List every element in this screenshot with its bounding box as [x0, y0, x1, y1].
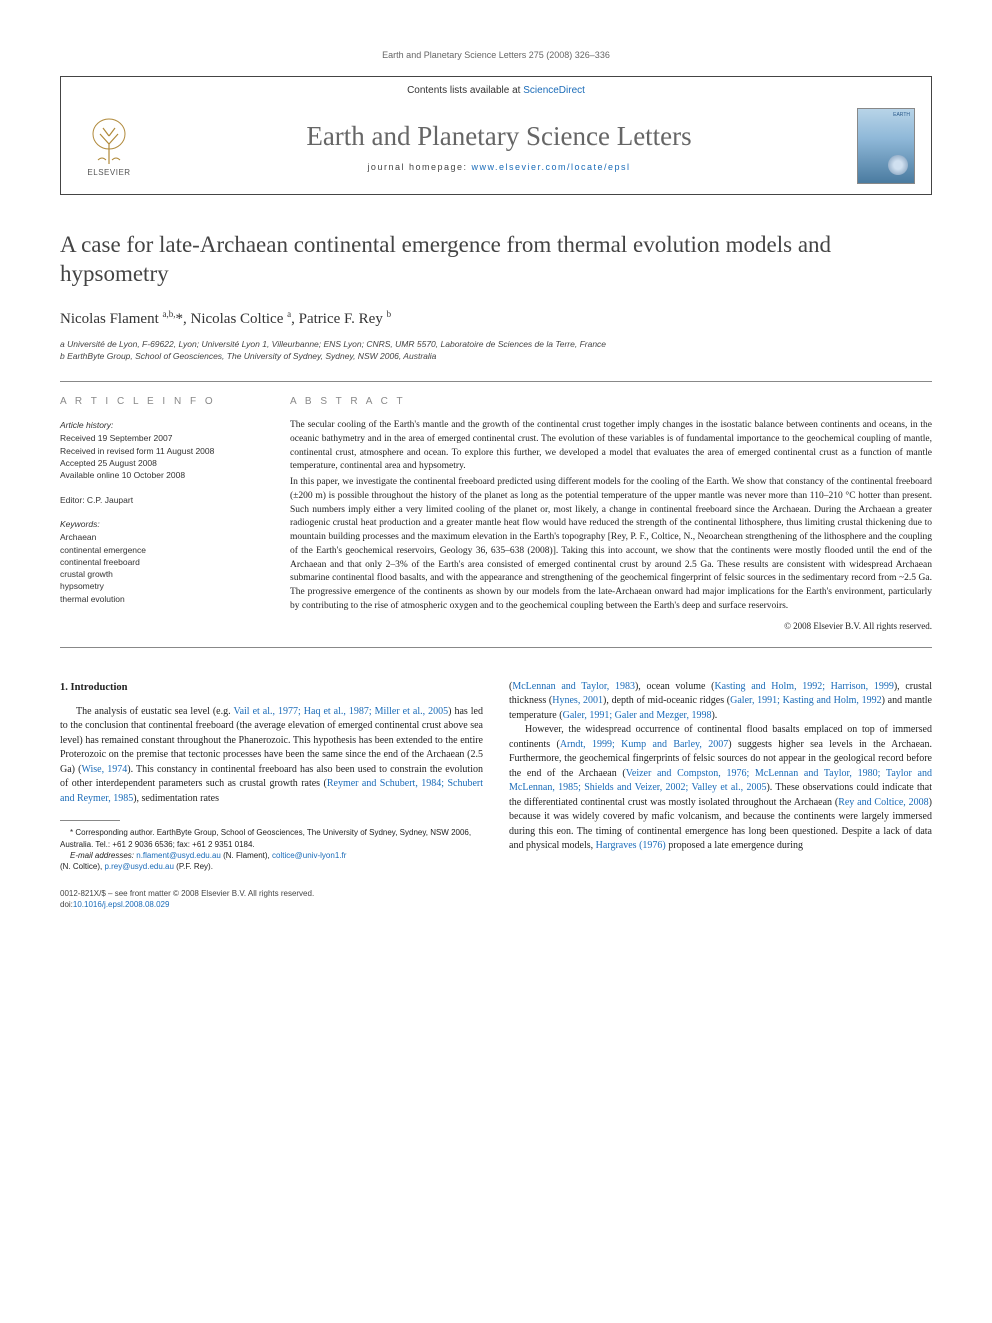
- body-columns: 1. Introduction The analysis of eustatic…: [60, 680, 932, 872]
- authors: Nicolas Flament a,b,*, Nicolas Coltice a…: [60, 309, 932, 328]
- history-online: Available online 10 October 2008: [60, 469, 260, 481]
- citation-link[interactable]: Arndt, 1999; Kump and Barley, 2007: [560, 739, 728, 750]
- history-label: Article history:: [60, 419, 260, 431]
- body-col-left: 1. Introduction The analysis of eustatic…: [60, 680, 483, 872]
- abstract-p2: In this paper, we investigate the contin…: [290, 476, 932, 614]
- keyword: thermal evolution: [60, 593, 260, 605]
- corresponding-author: * Corresponding author. EarthByte Group,…: [60, 827, 483, 849]
- doi-line: doi:10.1016/j.epsl.2008.08.029: [60, 899, 314, 910]
- body-col-right: (McLennan and Taylor, 1983), ocean volum…: [509, 680, 932, 872]
- journal-homepage: journal homepage: www.elsevier.com/locat…: [141, 162, 857, 172]
- branding-middle: ELSEVIER Earth and Planetary Science Let…: [61, 100, 931, 194]
- citation-link[interactable]: McLennan and Taylor, 1983: [512, 681, 635, 692]
- affiliation-a: a Université de Lyon, F-69622, Lyon; Uni…: [60, 338, 932, 351]
- front-matter-line: 0012-821X/$ – see front matter © 2008 El…: [60, 888, 314, 899]
- intro-p1-cont: (McLennan and Taylor, 1983), ocean volum…: [509, 680, 932, 724]
- citation-link[interactable]: Vail et al., 1977; Haq et al., 1987; Mil…: [233, 706, 448, 717]
- abstract-heading: A B S T R A C T: [290, 396, 932, 407]
- abstract-copyright: © 2008 Elsevier B.V. All rights reserved…: [290, 620, 932, 633]
- section-heading: 1. Introduction: [60, 680, 483, 695]
- article-title: A case for late-Archaean continental eme…: [60, 231, 932, 289]
- history-revised: Received in revised form 11 August 2008: [60, 445, 260, 457]
- abstract: A B S T R A C T The secular cooling of t…: [290, 396, 932, 633]
- citation-link[interactable]: Rey and Coltice, 2008: [838, 797, 928, 808]
- keyword: hypsometry: [60, 580, 260, 592]
- elsevier-tree-icon: [86, 116, 132, 166]
- affiliation-b: b EarthByte Group, School of Geosciences…: [60, 350, 932, 363]
- email-link[interactable]: p.rey@usyd.edu.au: [104, 862, 174, 871]
- info-abstract-row: A R T I C L E I N F O Article history: R…: [60, 396, 932, 633]
- elsevier-logo: ELSEVIER: [77, 110, 141, 182]
- elsevier-label: ELSEVIER: [87, 168, 130, 177]
- journal-title-block: Earth and Planetary Science Letters jour…: [141, 121, 857, 172]
- text: (N. Flament),: [221, 851, 272, 860]
- text: ).: [711, 710, 717, 721]
- article-history: Article history: Received 19 September 2…: [60, 419, 260, 482]
- intro-p2: However, the widespread occurrence of co…: [509, 723, 932, 854]
- branding-box: Contents lists available at ScienceDirec…: [60, 76, 932, 195]
- email-link[interactable]: n.flament@usyd.edu.au: [136, 851, 221, 860]
- citation-link[interactable]: Kasting and Holm, 1992; Harrison, 1999: [714, 681, 893, 692]
- text: The analysis of eustatic sea level (e.g.: [76, 706, 233, 717]
- footnotes: * Corresponding author. EarthByte Group,…: [60, 827, 483, 872]
- text: (P.F. Rey).: [174, 862, 213, 871]
- journal-cover-label: EARTH: [893, 113, 910, 119]
- keyword: continental emergence: [60, 544, 260, 556]
- citation-link[interactable]: Hargraves (1976): [596, 840, 666, 851]
- journal-cover-thumb: EARTH: [857, 108, 915, 184]
- abstract-p1: The secular cooling of the Earth's mantl…: [290, 419, 932, 474]
- text: ), sedimentation rates: [133, 793, 219, 804]
- journal-cover-globe-icon: [888, 155, 908, 175]
- email-addresses-cont: (N. Coltice), p.rey@usyd.edu.au (P.F. Re…: [60, 861, 483, 872]
- email-addresses: E-mail addresses: n.flament@usyd.edu.au …: [60, 850, 483, 861]
- homepage-link[interactable]: www.elsevier.com/locate/epsl: [472, 162, 631, 172]
- keywords-label: Keywords:: [60, 518, 260, 530]
- history-accepted: Accepted 25 August 2008: [60, 457, 260, 469]
- page: Earth and Planetary Science Letters 275 …: [0, 0, 992, 951]
- sciencedirect-link[interactable]: ScienceDirect: [523, 85, 585, 96]
- doi-label: doi:: [60, 900, 73, 909]
- text: ), ocean volume (: [635, 681, 714, 692]
- footer-left: 0012-821X/$ – see front matter © 2008 El…: [60, 888, 314, 910]
- email-label: E-mail addresses:: [70, 851, 136, 860]
- citation-link[interactable]: Wise, 1974: [81, 764, 127, 775]
- abstract-text: The secular cooling of the Earth's mantl…: [290, 419, 932, 633]
- text: proposed a late emergence during: [666, 840, 803, 851]
- contents-prefix: Contents lists available at: [407, 85, 523, 96]
- citation-link[interactable]: Galer, 1991; Galer and Mezger, 1998: [563, 710, 712, 721]
- keyword: crustal growth: [60, 568, 260, 580]
- citation-link[interactable]: Galer, 1991; Kasting and Holm, 1992: [730, 695, 881, 706]
- intro-p1: The analysis of eustatic sea level (e.g.…: [60, 705, 483, 807]
- keyword: continental freeboard: [60, 556, 260, 568]
- article-info-heading: A R T I C L E I N F O: [60, 396, 260, 407]
- text: ), depth of mid-oceanic ridges (: [603, 695, 730, 706]
- doi-link[interactable]: 10.1016/j.epsl.2008.08.029: [73, 900, 170, 909]
- email-link[interactable]: coltice@univ-lyon1.fr: [272, 851, 346, 860]
- editor-line: Editor: C.P. Jaupart: [60, 494, 260, 506]
- keyword: Archaean: [60, 531, 260, 543]
- history-received: Received 19 September 2007: [60, 432, 260, 444]
- page-footer: 0012-821X/$ – see front matter © 2008 El…: [60, 888, 932, 910]
- article-info: A R T I C L E I N F O Article history: R…: [60, 396, 260, 633]
- citation-link[interactable]: Hynes, 2001: [552, 695, 603, 706]
- footnote-separator: [60, 820, 120, 821]
- homepage-prefix: journal homepage:: [367, 162, 471, 172]
- divider: [60, 381, 932, 382]
- keywords-block: Keywords: Archaean continental emergence…: [60, 518, 260, 605]
- running-header: Earth and Planetary Science Letters 275 …: [60, 50, 932, 60]
- contents-line: Contents lists available at ScienceDirec…: [61, 77, 931, 100]
- text: (N. Coltice),: [60, 862, 104, 871]
- divider: [60, 647, 932, 648]
- journal-title: Earth and Planetary Science Letters: [141, 121, 857, 152]
- affiliations: a Université de Lyon, F-69622, Lyon; Uni…: [60, 338, 932, 364]
